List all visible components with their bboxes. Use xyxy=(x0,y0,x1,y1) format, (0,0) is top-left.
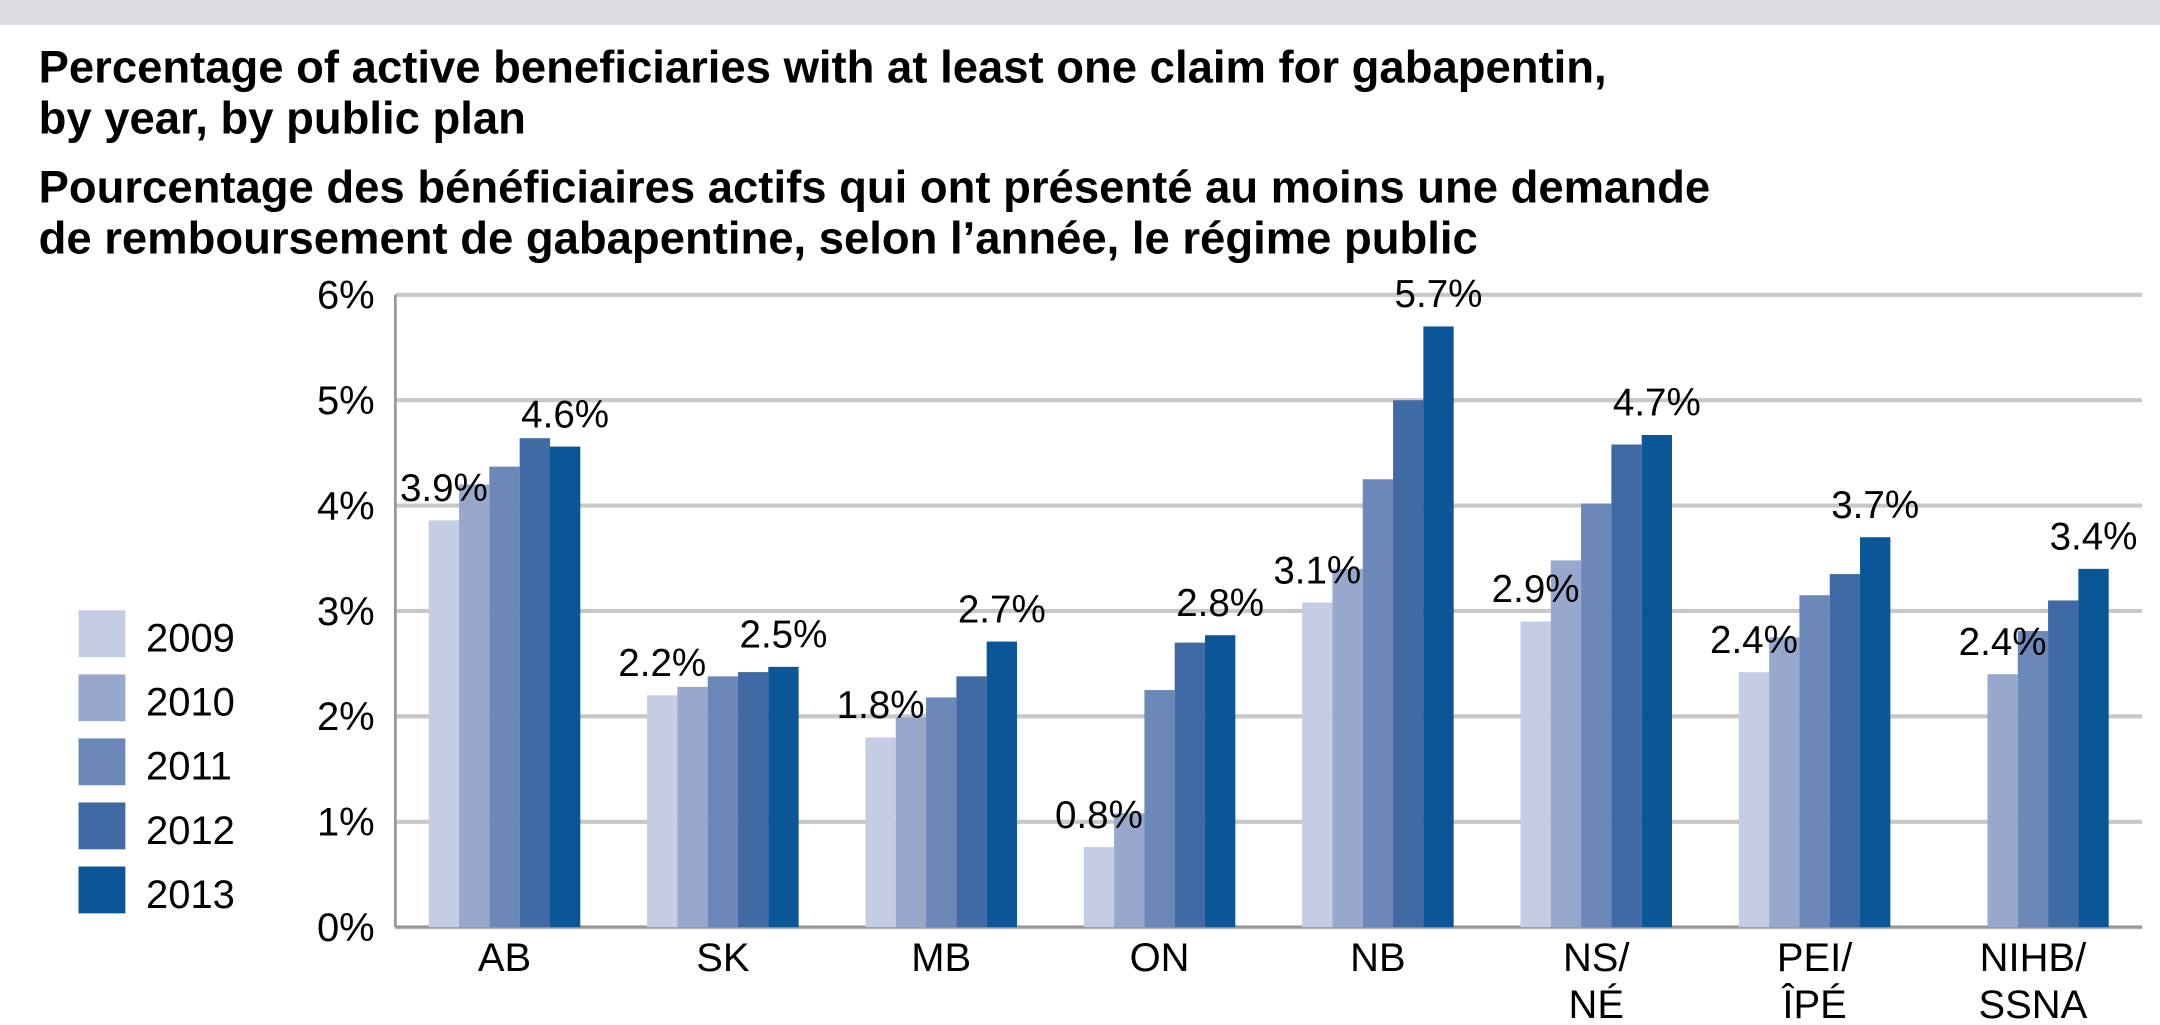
data-label: 2.4% xyxy=(1710,619,1798,662)
bar xyxy=(677,686,708,928)
bar xyxy=(1083,847,1115,928)
bar xyxy=(2048,600,2079,928)
legend-swatch xyxy=(78,802,126,850)
y-tick-label: 2% xyxy=(317,695,375,739)
x-tick-line: SK xyxy=(696,936,750,980)
x-tick-line: NB xyxy=(1350,936,1405,980)
data-label: 3.4% xyxy=(2050,516,2138,559)
y-tick-label: 5% xyxy=(317,379,375,423)
y-tick-label: 3% xyxy=(317,590,375,634)
bar xyxy=(2078,568,2109,928)
bar xyxy=(647,695,678,928)
data-label: 2.4% xyxy=(1959,621,2047,664)
bar xyxy=(1581,503,1612,928)
legend-swatch xyxy=(78,866,126,914)
bar xyxy=(707,676,739,928)
bar xyxy=(2017,631,2049,928)
bar xyxy=(519,438,550,928)
bar xyxy=(956,676,987,928)
data-label: 2.5% xyxy=(740,614,828,657)
legend-label: 2012 xyxy=(146,809,235,853)
x-tick-line: MB xyxy=(911,936,971,980)
x-tick-label: NB xyxy=(1350,936,1405,980)
data-label: 1.8% xyxy=(837,684,925,727)
data-label: 5.7% xyxy=(1395,273,1483,316)
bar xyxy=(926,697,957,928)
bar xyxy=(428,520,460,928)
legend-label: 2013 xyxy=(146,873,235,917)
bar xyxy=(1423,326,1454,928)
legend-swatch xyxy=(78,674,126,722)
legend-swatch xyxy=(78,738,126,786)
bar xyxy=(1205,635,1236,928)
x-tick-line: NS/ xyxy=(1563,936,1630,980)
bar xyxy=(1799,595,1830,928)
bar xyxy=(986,641,1017,928)
data-label: 4.6% xyxy=(521,393,609,436)
x-tick-line: NÉ xyxy=(1568,982,1623,1025)
data-label: 2.7% xyxy=(958,588,1046,631)
bar xyxy=(1174,642,1206,928)
bar xyxy=(1332,568,1363,928)
bar xyxy=(1860,537,1891,928)
x-tick-label: PEI/ÎPÉ xyxy=(1777,936,1853,1025)
bar xyxy=(1987,674,2018,928)
x-tick-line: AB xyxy=(478,936,531,980)
x-tick-line: NIHB/ xyxy=(1980,936,2087,980)
x-tick-label: NIHB/SSNA xyxy=(1979,936,2088,1025)
legend-label: 2011 xyxy=(146,745,232,789)
chart-title: Percentage of active beneficiaries with … xyxy=(39,42,1607,93)
x-tick-label: MB xyxy=(911,936,971,980)
bar xyxy=(1520,621,1551,928)
bar xyxy=(1769,637,1800,928)
x-tick-label: NS/NÉ xyxy=(1563,936,1630,1025)
y-tick-label: 0% xyxy=(317,906,375,950)
legend-swatch xyxy=(78,610,126,658)
x-tick-label: ON xyxy=(1130,936,1190,980)
bar xyxy=(895,717,927,928)
data-label: 2.9% xyxy=(1492,568,1580,611)
x-tick-line: ON xyxy=(1130,936,1190,980)
bar xyxy=(1550,560,1582,928)
top-bar xyxy=(0,0,2160,25)
bar xyxy=(1362,479,1394,928)
x-tick-line: SSNA xyxy=(1979,983,2088,1025)
chart-subtitle: de remboursement de gabapentine, selon l… xyxy=(39,213,1478,264)
bar xyxy=(459,484,490,928)
bar xyxy=(1393,400,1424,928)
data-label: 3.7% xyxy=(1831,484,1919,527)
x-tick-line: ÎPÉ xyxy=(1781,982,1846,1025)
bar xyxy=(1829,574,1861,928)
x-tick-label: SK xyxy=(696,936,750,980)
legend-label: 2010 xyxy=(146,681,235,725)
bar xyxy=(1144,690,1175,928)
bar xyxy=(1302,602,1333,928)
data-label: 0.8% xyxy=(1055,794,1143,837)
bar xyxy=(865,737,896,928)
chart-subtitle: Pourcentage des bénéficiaires actifs qui… xyxy=(39,162,1711,213)
y-tick-label: 6% xyxy=(317,274,375,318)
bar xyxy=(489,466,520,928)
legend-label: 2009 xyxy=(146,617,235,661)
bar xyxy=(738,672,769,928)
bar xyxy=(549,446,581,928)
bar xyxy=(1641,435,1673,928)
bar xyxy=(1738,672,1770,928)
bar xyxy=(768,666,799,928)
bar xyxy=(1611,444,1642,928)
data-label: 4.7% xyxy=(1613,382,1701,425)
x-tick-label: AB xyxy=(478,936,531,980)
y-tick-label: 4% xyxy=(317,484,375,528)
chart-title: by year, by public plan xyxy=(39,93,526,144)
data-label: 3.9% xyxy=(400,467,488,510)
data-label: 3.1% xyxy=(1273,549,1361,592)
data-label: 2.8% xyxy=(1176,582,1264,625)
y-tick-label: 1% xyxy=(317,801,375,845)
x-tick-line: PEI/ xyxy=(1777,936,1853,980)
data-label: 2.2% xyxy=(618,642,706,685)
bar xyxy=(1114,813,1145,928)
